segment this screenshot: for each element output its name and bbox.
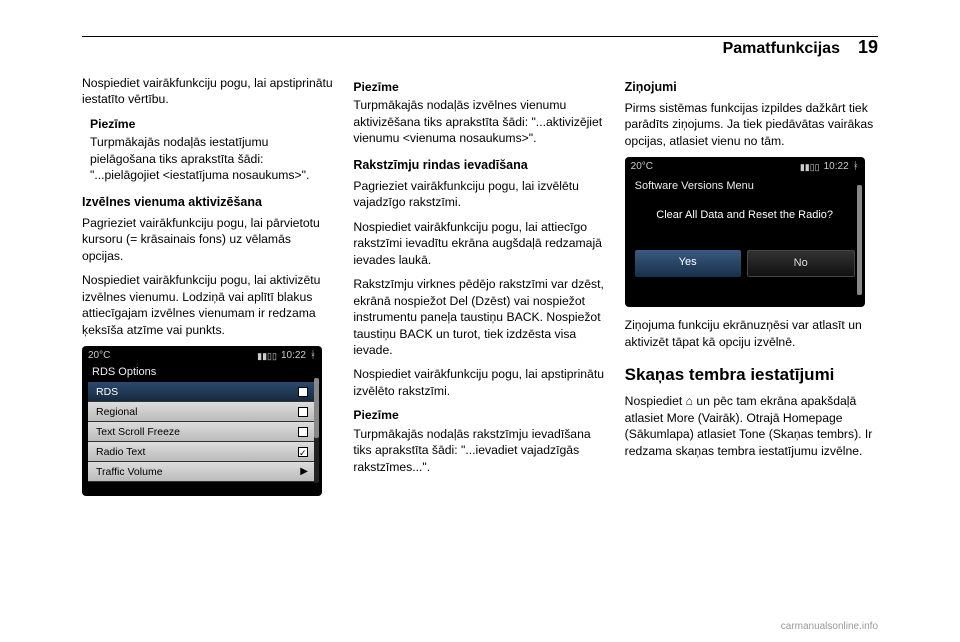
scr1-list: RDS Regional Text Scroll Freeze Radio Te… <box>88 382 316 482</box>
chevron-right-icon: ▶ <box>300 465 308 479</box>
scr2-topbar: 20°C ▮▮▯▯ 10:22 ᚼ <box>625 157 865 177</box>
column-2: Piezīme Turpmākajās nodaļās izvēlnes vie… <box>353 75 606 605</box>
checkbox-icon <box>298 387 308 397</box>
screenshot-reset-dialog: 20°C ▮▮▯▯ 10:22 ᚼ Software Versions Menu… <box>625 157 865 307</box>
col1-p2: Pagrieziet vairākfunkciju pogu, lai pārv… <box>82 215 335 264</box>
scr2-status-icons: ▮▮▯▯ 10:22 ᚼ <box>800 160 859 174</box>
scr2-time: 10:22 <box>824 160 849 174</box>
note-title: Piezīme <box>353 407 606 423</box>
note-title: Piezīme <box>353 79 606 95</box>
column-1: Nospiediet vairākfunkciju pogu, lai apst… <box>82 75 335 605</box>
header-title: Pamatfunkcijas <box>723 40 840 58</box>
page: Pamatfunkcijas 19 Nospiediet vairākfunkc… <box>82 36 878 606</box>
col3-p2: Ziņojuma funkciju ekrānuzņēsi var atlasī… <box>625 317 878 350</box>
scr2-buttons: Yes No <box>635 250 855 277</box>
scr1-row-regional: Regional <box>88 402 316 422</box>
scr1-status-icons: ▮▮▯▯ 10:22 ᚼ <box>257 349 316 363</box>
col2-p4: Nospiediet vairākfunkciju pogu, lai apst… <box>353 366 606 399</box>
scr1-row-radiotext: Radio Text <box>88 442 316 462</box>
scr1-title: RDS Options <box>82 365 322 382</box>
col2-p2: Nospiediet vairākfunkciju pogu, lai atti… <box>353 219 606 268</box>
note-text: Turpmākajās nodaļās rakstzīmju ievadīšan… <box>353 426 606 475</box>
col2-note1: Piezīme Turpmākajās nodaļās izvēlnes vie… <box>353 79 606 147</box>
yes-button: Yes <box>635 250 741 277</box>
checkbox-icon <box>298 427 308 437</box>
screenshot-rds-options: 20°C ▮▮▯▯ 10:22 ᚼ RDS Options RDS Region… <box>82 346 322 496</box>
scr2-temp: 20°C <box>631 160 653 174</box>
scr2-scrollbar <box>857 185 862 295</box>
scr1-scrollbar <box>314 378 319 483</box>
footer-watermark: carmanualsonline.info <box>781 621 878 632</box>
col1-p1: Nospiediet vairākfunkciju pogu, lai apst… <box>82 75 335 108</box>
col3-p3-part1: Nospiediet <box>625 394 686 408</box>
page-header: Pamatfunkcijas 19 <box>82 37 878 65</box>
col1-heading: Izvēlnes vienuma aktivizēšana <box>82 194 335 211</box>
scr2-body: Clear All Data and Reset the Radio? Yes … <box>635 208 855 278</box>
col3-p1: Pirms sistēmas funkcijas izpildes dažkār… <box>625 100 878 149</box>
col2-p1: Pagrieziet vairākfunkciju pogu, lai izvē… <box>353 178 606 211</box>
row-label: Regional <box>96 405 137 419</box>
checkbox-icon <box>298 407 308 417</box>
scr2-scrollthumb <box>857 185 862 295</box>
row-label: Traffic Volume <box>96 465 163 479</box>
col3-heading: Ziņojumi <box>625 79 878 96</box>
scr1-scrollthumb <box>314 378 319 438</box>
col2-note2: Piezīme Turpmākajās nodaļās rakstzīmju i… <box>353 407 606 475</box>
scr1-temp: 20°C <box>88 349 110 363</box>
col3-p3: Nospiediet ⌂ un pēc tam ekrāna apakšdaļā… <box>625 393 878 459</box>
row-label: RDS <box>96 385 118 399</box>
col1-note: Piezīme Turpmākajās nodaļās iestatījumu … <box>90 116 335 184</box>
scr1-row-traffic: Traffic Volume ▶ <box>88 462 316 482</box>
home-icon: ⌂ <box>686 394 693 408</box>
scr1-row-rds: RDS <box>88 382 316 402</box>
page-number: 19 <box>858 37 878 58</box>
column-3: Ziņojumi Pirms sistēmas funkcijas izpild… <box>625 75 878 605</box>
bluetooth-icon: ᚼ <box>310 349 316 363</box>
row-label: Text Scroll Freeze <box>96 425 180 439</box>
scr2-question: Clear All Data and Reset the Radio? <box>635 208 855 223</box>
content-columns: Nospiediet vairākfunkciju pogu, lai apst… <box>82 75 878 605</box>
col2-p3: Rakstzīmju virknes pēdējo rakstzīmi var … <box>353 276 606 358</box>
col1-p3: Nospiediet vairākfunkciju pogu, lai akti… <box>82 272 335 338</box>
signal-icon: ▮▮▯▯ <box>257 350 277 362</box>
no-button: No <box>747 250 855 277</box>
section-heading-tone: Skaņas tembra iestatījumi <box>625 364 878 387</box>
scr1-time: 10:22 <box>281 349 306 363</box>
checkbox-icon <box>298 447 308 457</box>
scr1-row-textscroll: Text Scroll Freeze <box>88 422 316 442</box>
row-label: Radio Text <box>96 445 145 459</box>
signal-icon: ▮▮▯▯ <box>800 161 820 173</box>
note-text: Turpmākajās nodaļās iestatījumu pielāgoš… <box>90 134 335 183</box>
bluetooth-icon: ᚼ <box>853 160 859 174</box>
col2-heading: Rakstzīmju rindas ievadīšana <box>353 157 606 174</box>
scr2-title: Software Versions Menu <box>625 177 865 198</box>
note-title: Piezīme <box>90 116 335 132</box>
note-text: Turpmākajās nodaļās izvēlnes vienumu akt… <box>353 97 606 146</box>
scr1-topbar: 20°C ▮▮▯▯ 10:22 ᚼ <box>82 346 322 366</box>
